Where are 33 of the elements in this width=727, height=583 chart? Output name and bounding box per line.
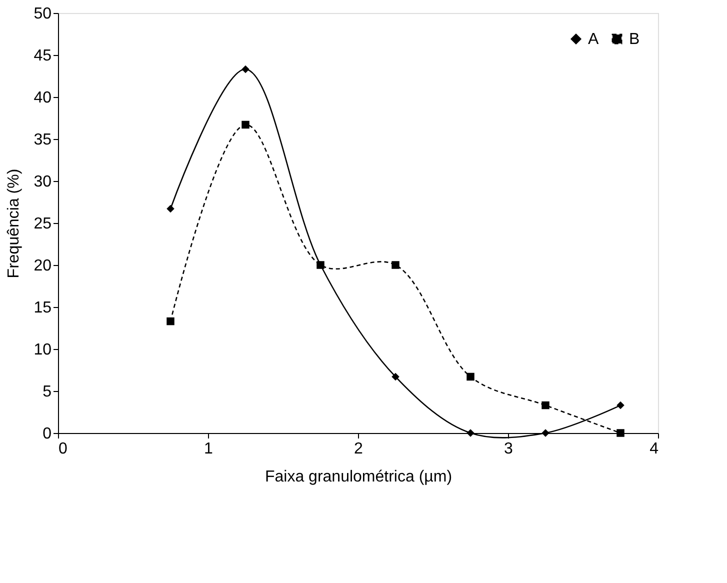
x-tick-label: 2 xyxy=(354,440,364,458)
y-tick-label: 15 xyxy=(34,300,52,316)
point xyxy=(616,401,624,410)
x-tick-label: 4 xyxy=(650,440,659,458)
y-tick-label: 0 xyxy=(42,426,52,442)
legend-label: B xyxy=(629,31,640,48)
point xyxy=(242,120,250,129)
point xyxy=(466,429,474,437)
x-tick-label: 3 xyxy=(504,440,514,458)
y-tick-label: 20 xyxy=(34,258,52,274)
point xyxy=(316,261,324,269)
point xyxy=(542,401,550,410)
point xyxy=(392,372,400,381)
y-axis-title: Frequência (%) xyxy=(6,168,23,278)
y-tick-label: 50 xyxy=(34,6,52,22)
x-tick-label: 0 xyxy=(58,440,68,458)
y-tick-label: 40 xyxy=(34,90,52,106)
point xyxy=(392,261,400,269)
y-tick-label: 30 xyxy=(34,174,52,190)
point xyxy=(542,429,550,437)
x-tick-label: 1 xyxy=(204,440,214,458)
point xyxy=(616,429,624,437)
point xyxy=(166,204,174,213)
y-tick-label: 10 xyxy=(34,342,52,358)
y-tick-label: 25 xyxy=(34,216,52,232)
y-tick-label: 5 xyxy=(42,384,52,400)
y-tick-label: 35 xyxy=(34,132,52,148)
legend-label: A xyxy=(588,31,599,48)
point xyxy=(166,317,174,326)
point xyxy=(466,372,474,381)
y-tick-label: 45 xyxy=(34,48,52,64)
x-axis-title: Faixa granulométrica (µm) xyxy=(264,468,452,486)
point xyxy=(242,65,250,74)
